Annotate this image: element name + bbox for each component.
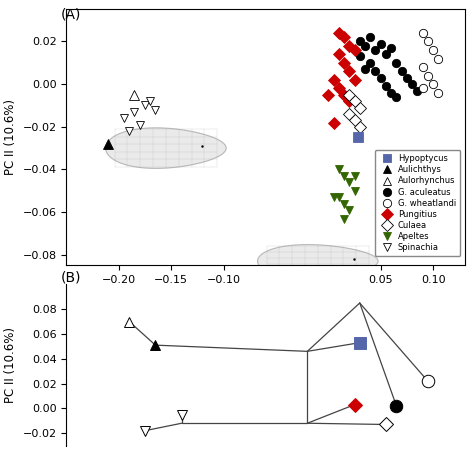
Text: (B): (B): [61, 270, 82, 284]
Y-axis label: PC II (10.6%): PC II (10.6%): [4, 327, 17, 403]
X-axis label: PC I (70.0%): PC I (70.0%): [227, 291, 304, 304]
Polygon shape: [106, 128, 226, 168]
Y-axis label: PC II (10.6%): PC II (10.6%): [4, 100, 17, 175]
Polygon shape: [257, 245, 378, 278]
Text: (A): (A): [61, 8, 82, 21]
Legend: Hypoptycus, Aulichthys, Aulorhynchus, G. aculeatus, G. wheatlandi, Pungitius, Cu: Hypoptycus, Aulichthys, Aulorhynchus, G.…: [374, 150, 460, 256]
